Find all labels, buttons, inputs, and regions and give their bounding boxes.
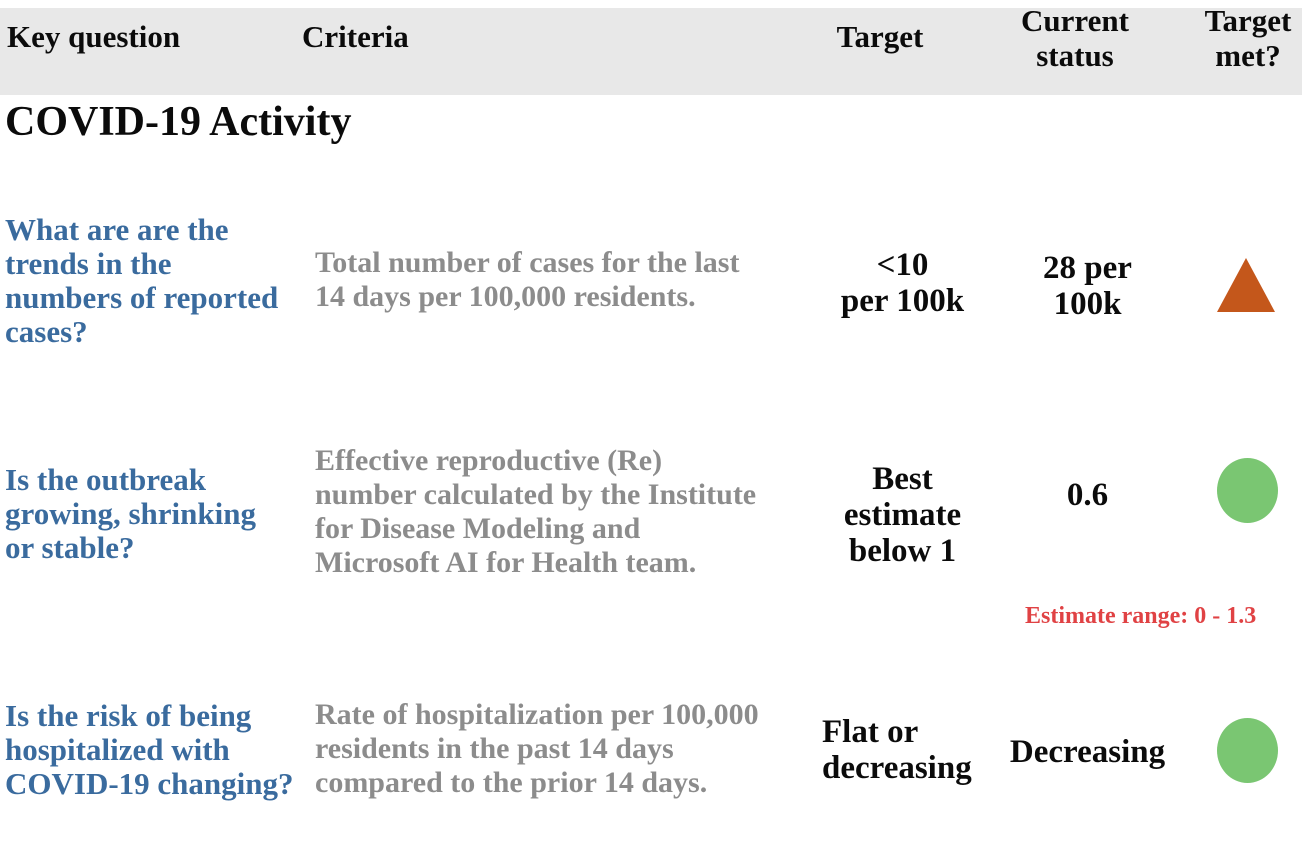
section-title: COVID-19 Activity bbox=[5, 99, 352, 145]
criteria-cell: Total number of cases for the last 14 da… bbox=[315, 246, 740, 313]
target-cell: <10 per 100k bbox=[840, 247, 965, 319]
target-cell: Flat or decreasing bbox=[822, 714, 972, 786]
estimate-range-note: Estimate range: 0 - 1.3 bbox=[1025, 603, 1257, 629]
circle-icon bbox=[1217, 718, 1278, 783]
criteria-cell: Effective reproductive (Re) number calcu… bbox=[315, 444, 757, 579]
target-cell: Best estimate below 1 bbox=[843, 461, 962, 569]
column-header-target-met: Target met? bbox=[1204, 3, 1292, 73]
column-header-key-question: Key question bbox=[7, 19, 181, 54]
current-status-cell: Decreasing bbox=[1009, 734, 1166, 770]
criteria-cell: Rate of hospitalization per 100,000 resi… bbox=[315, 698, 759, 799]
question-cell: Is the outbreak growing, shrinking or st… bbox=[5, 462, 256, 565]
circle-icon bbox=[1217, 458, 1278, 523]
column-header-target: Target bbox=[836, 19, 924, 54]
column-header-criteria: Criteria bbox=[302, 19, 409, 54]
triangle-up-icon bbox=[1217, 258, 1275, 312]
column-header-current-status: Current status bbox=[1021, 3, 1129, 73]
question-cell: What are are the trends in the numbers o… bbox=[5, 212, 279, 349]
question-cell: Is the risk of being hospitalized with C… bbox=[5, 698, 294, 801]
current-status-cell: 28 per 100k bbox=[1043, 250, 1132, 322]
table-header-bar bbox=[0, 8, 1302, 95]
current-status-cell: 0.6 bbox=[1066, 477, 1109, 513]
